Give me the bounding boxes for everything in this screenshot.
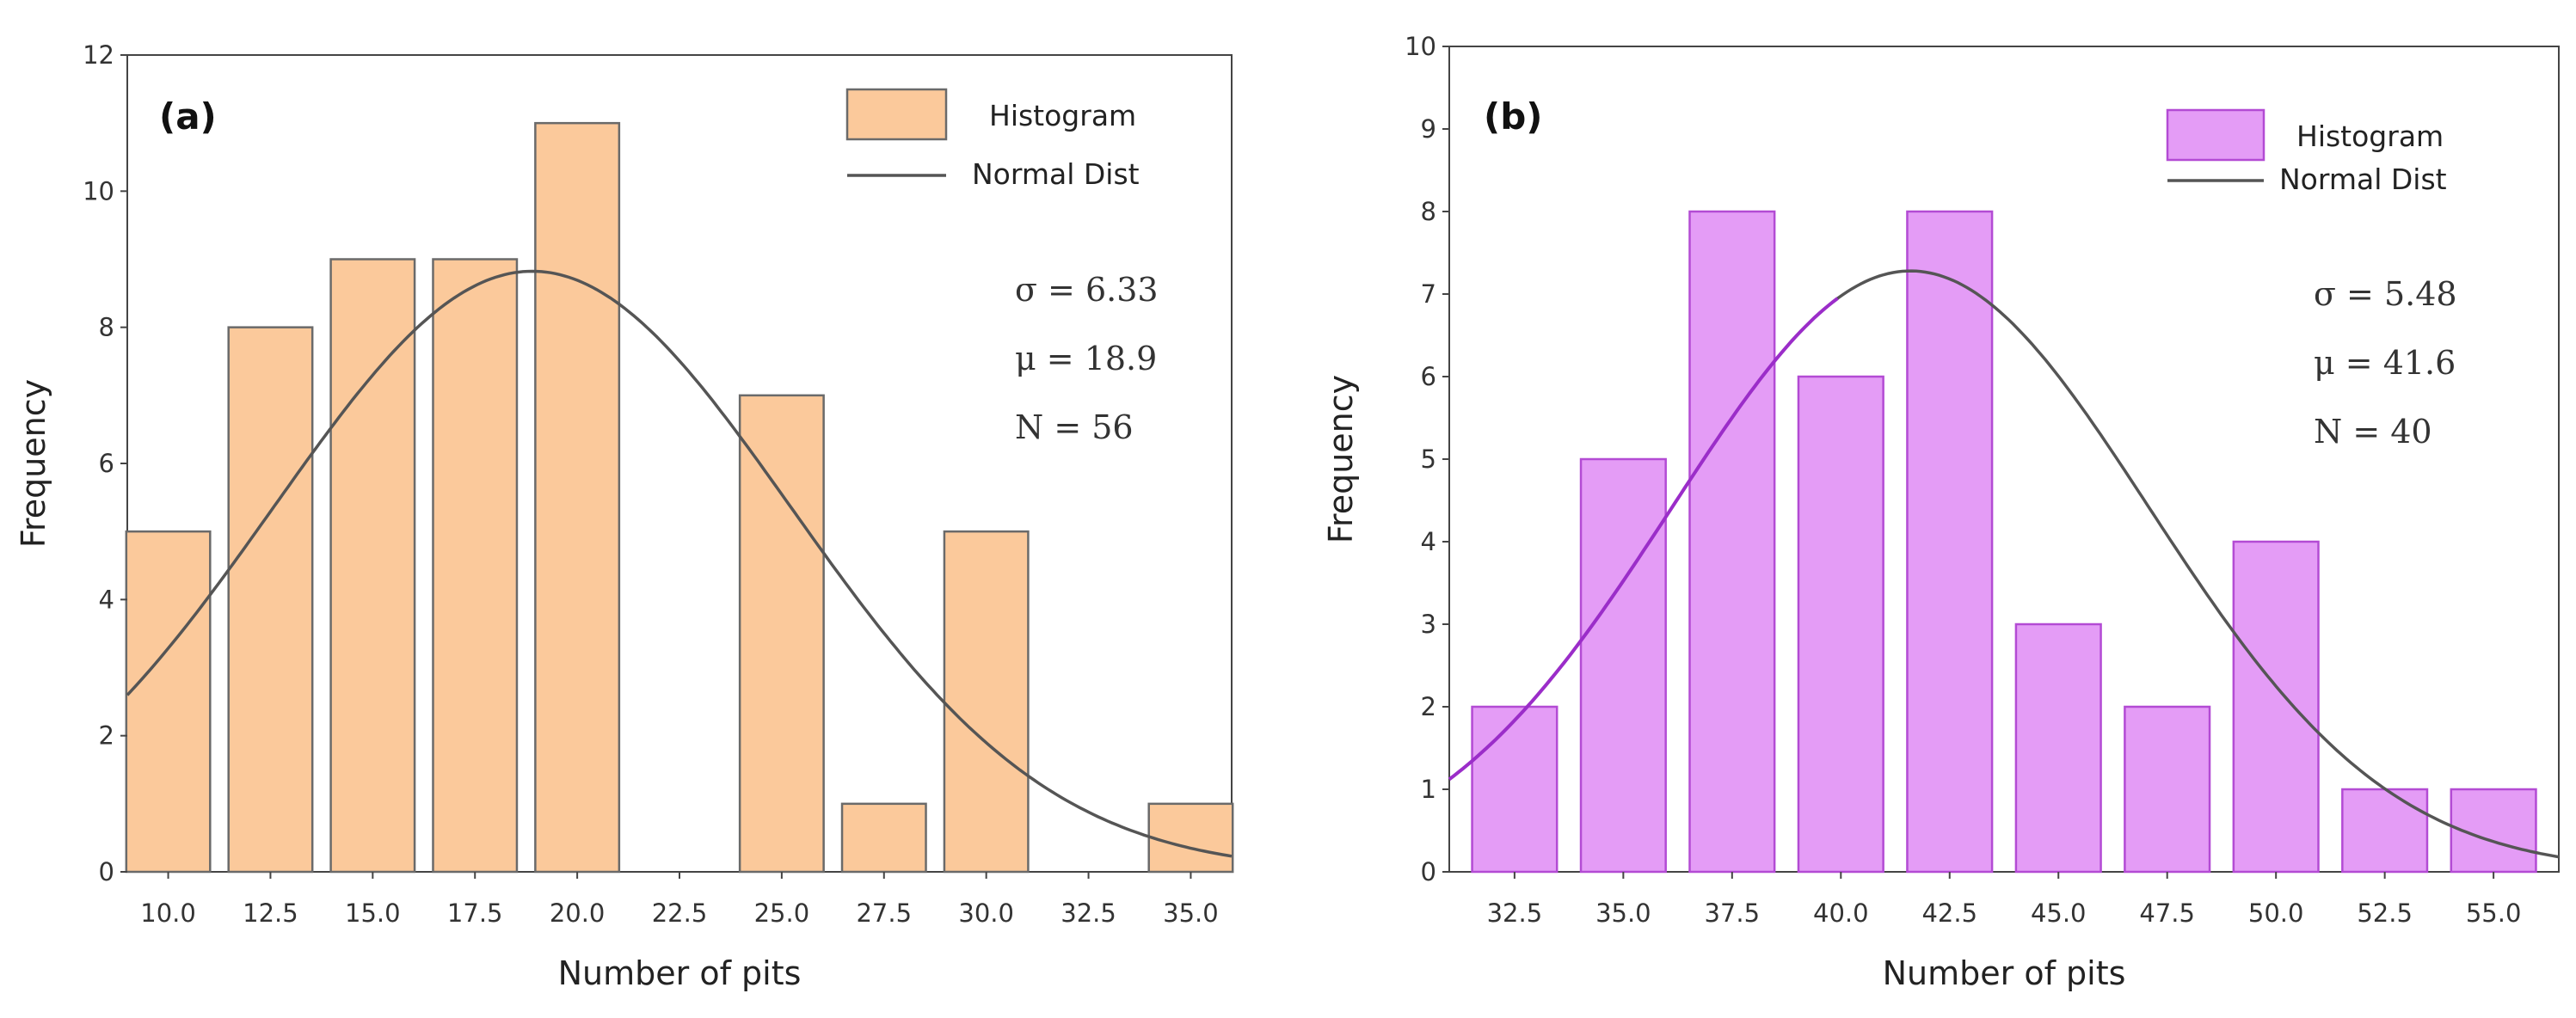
legend-swatch-histogram	[2166, 108, 2266, 162]
x-tick-label: 10.0	[140, 898, 196, 928]
x-tick-label: 25.0	[754, 898, 810, 928]
stats-annotation: σ = 6.33	[1015, 271, 1159, 309]
histogram-chart-b: 0 1 2 3 4 5 6 7 8 9 10 32.5 35.0 37.5 40.0 42.5 45.0 47.5…	[1322, 32, 2560, 992]
legend-label-normal-dist: Normal Dist	[972, 157, 1140, 191]
legend-label-normal-dist: Normal Dist	[2279, 163, 2447, 196]
y-tick-label: 9	[1421, 114, 1436, 144]
x-tick-label: 17.5	[447, 898, 503, 928]
histogram-bar	[1688, 210, 1776, 874]
y-tick-label: 10	[1405, 32, 1436, 61]
x-tick-label: 35.0	[1595, 898, 1651, 928]
normal-dist-curve-accent	[1448, 297, 1839, 781]
stats-annotation: μ = 18.9	[1015, 340, 1157, 377]
histogram-bar	[1147, 802, 1234, 874]
histogram-bar	[943, 530, 1030, 874]
x-tick-label: 15.0	[345, 898, 401, 928]
y-tick-label: 12	[83, 40, 114, 70]
histogram-bar	[1797, 375, 1884, 874]
panel-label: (a)	[159, 95, 217, 138]
y-tick-label: 2	[1421, 692, 1436, 721]
legend-label-histogram: Histogram	[989, 99, 1136, 132]
histogram-bar	[1579, 457, 1667, 874]
stats-annotation: σ = 5.48	[2314, 275, 2457, 313]
x-tick-label: 45.0	[2031, 898, 2087, 928]
x-axis-title: Number of pits	[1883, 954, 2126, 992]
histogram-bar	[1906, 210, 1994, 874]
y-axis-title: Frequency	[15, 379, 52, 548]
x-tick-label: 40.0	[1813, 898, 1869, 928]
x-tick-label: 32.5	[1061, 898, 1116, 928]
x-tick-label: 20.0	[550, 898, 606, 928]
y-tick-label: 8	[1421, 197, 1436, 226]
y-tick-label: 4	[1421, 527, 1436, 556]
histogram-bar	[432, 258, 519, 874]
legend-swatch-histogram	[845, 88, 948, 141]
histogram-bar	[227, 326, 314, 874]
histogram-bar	[2341, 788, 2429, 874]
y-tick-label: 4	[99, 585, 114, 614]
x-tick-label: 12.5	[243, 898, 298, 928]
y-tick-label: 1	[1421, 775, 1436, 804]
x-tick-label: 50.0	[2248, 898, 2304, 928]
x-tick-label: 37.5	[1705, 898, 1761, 928]
panel-label: (b)	[1484, 95, 1542, 138]
y-tick-label: 0	[99, 857, 114, 886]
histogram-bar	[2124, 705, 2211, 874]
y-tick-label: 3	[1421, 610, 1436, 639]
histogram-bar	[840, 802, 927, 874]
histogram-bar	[534, 121, 621, 874]
y-axis-title: Frequency	[1322, 375, 1360, 543]
x-tick-label: 47.5	[2139, 898, 2195, 928]
stats-annotation: N = 56	[1015, 408, 1134, 446]
stats-annotation: N = 40	[2314, 413, 2432, 451]
y-tick-label: 2	[99, 721, 114, 751]
histogram-bar	[125, 530, 212, 874]
x-tick-label: 30.0	[958, 898, 1014, 928]
x-tick-label: 35.0	[1163, 898, 1219, 928]
y-tick-label: 5	[1421, 445, 1436, 474]
histogram-bar	[738, 394, 825, 874]
x-tick-label: 22.5	[652, 898, 708, 928]
stats-annotation: μ = 41.6	[2314, 344, 2456, 382]
x-tick-label: 32.5	[1487, 898, 1543, 928]
y-tick-label: 8	[99, 313, 114, 342]
x-axis-title: Number of pits	[558, 954, 802, 992]
histogram-bar	[2014, 622, 2102, 874]
histogram-bar	[329, 258, 416, 874]
x-tick-label: 55.0	[2466, 898, 2522, 928]
x-tick-label: 42.5	[1921, 898, 1977, 928]
histogram-bar	[1471, 705, 1559, 874]
normal-dist-curve	[126, 269, 1233, 858]
y-tick-label: 6	[1421, 362, 1436, 391]
y-tick-label: 6	[99, 449, 114, 478]
histogram-chart-a: 0 2 4 6 8 10 12 10.0 12.5 15.0 17.5 20.0 22.5 25.0 27.…	[15, 40, 1234, 992]
x-tick-label: 27.5	[856, 898, 912, 928]
x-tick-label: 52.5	[2357, 898, 2413, 928]
legend-label-histogram: Histogram	[2296, 120, 2444, 153]
y-tick-label: 10	[83, 176, 114, 205]
y-tick-label: 7	[1421, 279, 1436, 309]
y-tick-label: 0	[1421, 857, 1436, 886]
histogram-bar	[2232, 540, 2320, 874]
